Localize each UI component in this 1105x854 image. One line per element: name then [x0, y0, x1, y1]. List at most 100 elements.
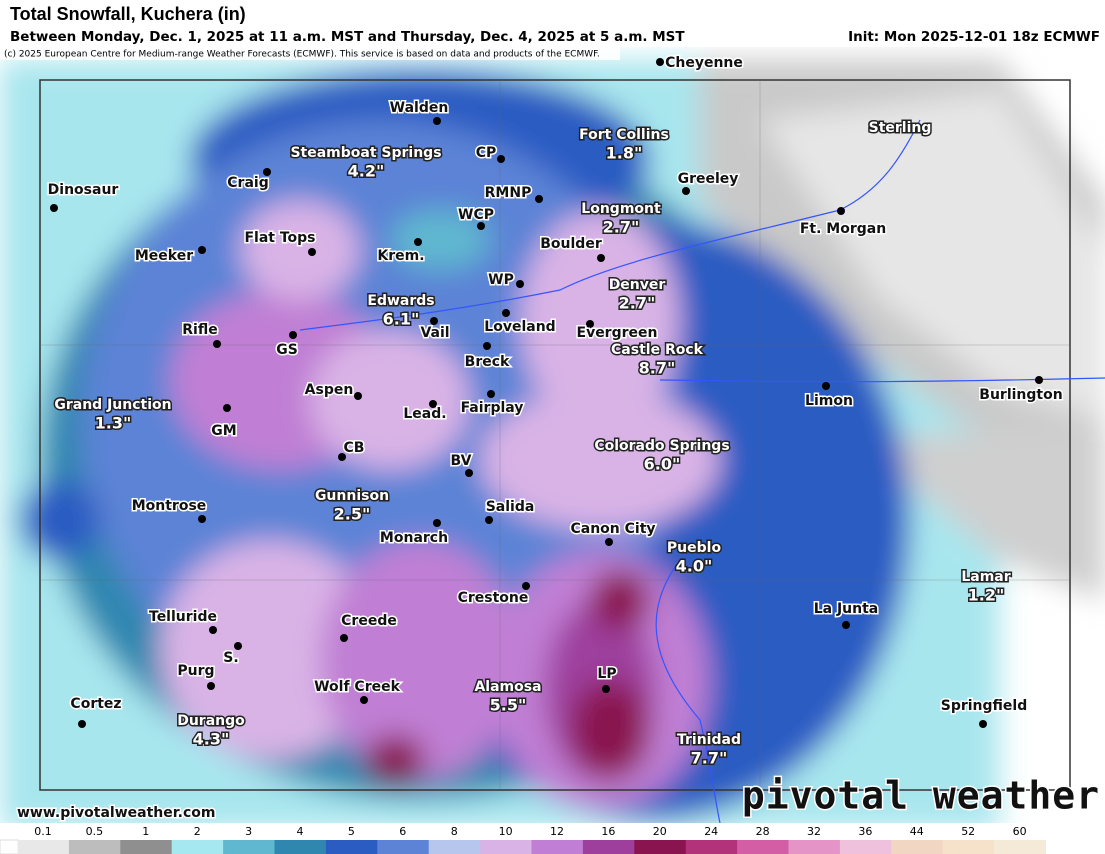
legend-label: 0.1 [34, 825, 52, 838]
place-name: Creede [341, 613, 397, 629]
place-dot [263, 168, 271, 176]
place-name: Longmont [581, 201, 661, 217]
place-dot [207, 682, 215, 690]
place-name: Cheyenne [665, 55, 743, 71]
place-name: WP [488, 272, 514, 288]
place-dot [1035, 376, 1043, 384]
place-dot [656, 58, 664, 66]
legend-cell [171, 840, 224, 854]
place-name: Alamosa [474, 679, 541, 695]
legend-cell [274, 840, 327, 854]
place-name: Gunnison [315, 488, 389, 504]
place-name: Boulder [540, 236, 602, 252]
place-name: Krem. [377, 248, 424, 264]
legend-cell [839, 840, 892, 854]
place-name: Edwards [367, 293, 434, 309]
legend-label: 1 [142, 825, 149, 838]
credit-background [0, 47, 620, 60]
place-name: Limon [805, 393, 853, 409]
place-dot [497, 155, 505, 163]
legend-label: 8 [451, 825, 458, 838]
legend: 0.1 0.5 1 2 3 4 5 6 8 10 12 16 20 24 28 32 36 44 52 60 [0, 825, 1046, 854]
legend-cell [634, 840, 687, 854]
place-dot [360, 696, 368, 704]
place-dot [198, 515, 206, 523]
place-name: Rifle [182, 322, 217, 338]
place-name: Lead. [403, 406, 446, 422]
legend-cell [994, 840, 1046, 854]
place-dot [822, 382, 830, 390]
place-name: Fort Collins [579, 127, 669, 143]
legend-label: 12 [550, 825, 564, 838]
place-name: Denver [609, 277, 666, 293]
place-dot [516, 280, 524, 288]
legend-label: 2 [194, 825, 201, 838]
place-name: Grand Junction [54, 397, 171, 413]
snow-amount: 2.7" [603, 218, 640, 237]
legend-cell [377, 840, 430, 854]
snowfall-field [0, 47, 1105, 823]
place-name: Purg [177, 663, 214, 679]
init-time: Init: Mon 2025-12-01 18z ECMWF [848, 29, 1100, 45]
snow-amount: 4.3" [193, 730, 230, 749]
map-subtitle: Between Monday, Dec. 1, 2025 at 11 a.m. … [10, 29, 685, 45]
snow-amount: 6.1" [383, 310, 420, 329]
legend-label: 3 [245, 825, 252, 838]
place-dot [477, 222, 485, 230]
place-name: Montrose [132, 498, 207, 514]
snow-amount: 1.2" [968, 586, 1005, 605]
legend-label: 10 [499, 825, 513, 838]
place-dot [78, 720, 86, 728]
place-dot [289, 331, 297, 339]
place-name: Walden [390, 100, 449, 116]
legend-label: 32 [807, 825, 821, 838]
place-dot [597, 254, 605, 262]
place-name: Burlington [979, 387, 1062, 403]
legend-cell [531, 840, 584, 854]
place-name: Colorado Springs [594, 438, 729, 454]
website: www.pivotalweather.com [17, 805, 216, 821]
snow-amount: 4.0" [676, 557, 713, 576]
place-dot [837, 207, 845, 215]
place-name: Telluride [149, 609, 217, 625]
legend-label: 24 [704, 825, 718, 838]
place-dot [682, 187, 690, 195]
place-name: Evergreen [577, 325, 658, 341]
place-name: Steamboat Springs [290, 145, 441, 161]
place-name: Monarch [380, 530, 448, 546]
legend-cell [582, 840, 635, 854]
legend-cell [428, 840, 481, 854]
place-name: Cortez [70, 696, 121, 712]
legend-label: 60 [1013, 825, 1027, 838]
place-name: Sterling [869, 120, 932, 136]
legend-cell [120, 840, 173, 854]
place-dot [522, 582, 530, 590]
legend-label: 20 [653, 825, 667, 838]
legend-cell [223, 840, 275, 854]
legend-cell [480, 840, 532, 854]
legend-label: 0.5 [86, 825, 104, 838]
credit: (c) 2025 European Centre for Medium-rang… [4, 50, 600, 60]
place-dot [414, 238, 422, 246]
legend-cell [891, 840, 944, 854]
snow-amount: 4.2" [348, 162, 385, 181]
place-dot [602, 685, 610, 693]
place-dot [308, 248, 316, 256]
place-name: Dinosaur [48, 182, 119, 198]
snow-amount: 5.5" [490, 696, 527, 715]
place-dot [429, 400, 437, 408]
map-title: Total Snowfall, Kuchera (in) [10, 4, 246, 24]
legend-label: 52 [961, 825, 975, 838]
place-dot [198, 246, 206, 254]
place-dot [485, 516, 493, 524]
legend-label: 6 [399, 825, 406, 838]
place-dot [223, 404, 231, 412]
place-name: Crestone [458, 590, 529, 606]
place-name: Craig [227, 175, 268, 191]
place-name: Springfield [941, 698, 1028, 714]
legend-cell [737, 840, 789, 854]
place-dot [605, 538, 613, 546]
place-name: WCP [458, 207, 494, 223]
place-name: Flat Tops [244, 230, 315, 246]
